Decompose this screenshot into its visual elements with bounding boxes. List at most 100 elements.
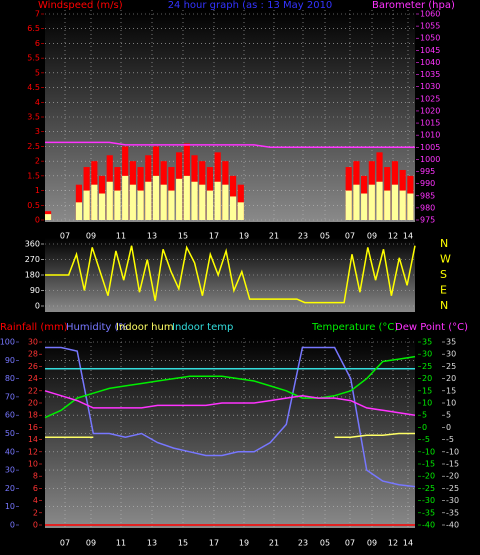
wind-bar (368, 184, 375, 220)
y-tick-label: -15 (446, 460, 459, 469)
series-line (44, 355, 416, 419)
y-tick-label: 270 (25, 255, 40, 264)
y-tick-label: 6.5 (27, 24, 40, 33)
y-tick-label: 1035 (420, 70, 440, 79)
wind-bar (230, 196, 237, 220)
wind-bar (129, 184, 136, 220)
x-tick-label: 13 (147, 539, 157, 548)
y-tick-label: 10 (28, 460, 38, 469)
y-tick-label: 8 (33, 472, 38, 481)
wind-bar (376, 181, 383, 220)
y-tick-label: 0 (422, 423, 427, 432)
legend-label: Dew Point (°C) (395, 322, 468, 333)
y-tick-label: 20 (422, 374, 432, 383)
y-tick-label: 360 (25, 240, 40, 249)
x-tick-label: 09 (86, 232, 96, 241)
y-tick-label: 10 (446, 399, 456, 408)
y-tick-label: 180 (25, 271, 40, 280)
legend-label: Indoor hum (116, 322, 174, 333)
y-tick-label: 980 (420, 203, 435, 212)
y-tick-label: 2 (35, 157, 40, 166)
y-tick-label: 1030 (420, 82, 440, 91)
y-tick-label: 30 (422, 350, 432, 359)
wind-bar (237, 202, 244, 220)
y-tick-label: 1060 (420, 10, 440, 19)
x-tick-label: 14 (403, 539, 413, 548)
compass-label: S (440, 268, 447, 281)
wind-bar (98, 193, 106, 220)
y-tick-label: 1040 (420, 58, 440, 67)
y-tick-label: 15 (422, 386, 432, 395)
wind-bar (114, 190, 121, 220)
compass-label: N (440, 299, 448, 312)
y-tick-label: 1.5 (27, 171, 40, 180)
y-tick-label: 0 (35, 302, 40, 311)
y-label: Windspeed (m/s) (38, 0, 123, 11)
y-tick-label: -20 (422, 472, 435, 481)
y-tick-label: 0 (33, 521, 38, 530)
y-tick-label: -30 (446, 496, 459, 505)
x-tick-label: 11 (116, 539, 126, 548)
y-tick-label: 40 (5, 447, 15, 456)
wind-bar (199, 184, 206, 220)
x-tick-label: 09 (86, 539, 96, 548)
wind-bar (407, 193, 414, 220)
wind-bar (399, 190, 406, 220)
y-tick-label: 35 (446, 338, 456, 347)
x-tick-label: 07 (345, 232, 355, 241)
wind-bar (384, 190, 391, 220)
series-line (44, 390, 416, 416)
y-tick-label: 28 (28, 350, 38, 359)
y-tick-label: 4 (33, 496, 38, 505)
y-tick-label: -40 (422, 521, 435, 530)
y-tick-label: 15 (446, 386, 456, 395)
x-tick-label: 07 (60, 539, 70, 548)
wind-bar (183, 175, 190, 220)
compass-label: N (440, 237, 448, 250)
wind-bar (353, 184, 360, 220)
y-tick-label: 5 (35, 68, 40, 77)
y-tick-label: 0 (446, 423, 451, 432)
y-tick-label: 60 (5, 411, 15, 420)
y-tick-label: 90 (5, 356, 15, 365)
y-tick-label: 1025 (420, 94, 440, 103)
y-tick-label: 20 (446, 374, 456, 383)
x-tick-label: 15 (178, 539, 188, 548)
x-tick-label: 19 (239, 539, 249, 548)
y-tick-label: 35 (422, 338, 432, 347)
legend-label: Indoor temp (172, 322, 233, 333)
y-tick-label: 16 (28, 423, 38, 432)
x-tick-label: 19 (239, 232, 249, 241)
x-tick-label: 14 (403, 232, 413, 241)
y-tick-label: 30 (446, 350, 456, 359)
y-tick-label: 1 (35, 186, 40, 195)
wind-bar (391, 184, 399, 220)
wind-bar (75, 202, 82, 220)
wind-bar (176, 178, 183, 220)
series-line (45, 245, 416, 304)
y-tick-label: 1045 (420, 46, 440, 55)
y-tick-label: 6 (35, 39, 40, 48)
y-tick-label: 20 (28, 399, 38, 408)
x-tick-label: 21 (269, 539, 279, 548)
y-tick-label: -20 (446, 472, 459, 481)
wind-bar (168, 190, 175, 220)
y-tick-label: 5.5 (27, 54, 40, 63)
compass-label: E (440, 284, 447, 297)
y-tick-label: 0 (35, 216, 40, 225)
y-tick-label: -35 (422, 508, 435, 517)
wind-bar (45, 214, 52, 220)
chart-title: 24 hour graph (as : 13 May 2010 (168, 0, 333, 11)
y-tick-label: 5 (446, 411, 451, 420)
wind-bar (345, 190, 352, 220)
x-tick-label: 05 (320, 539, 330, 548)
wind-bar (106, 181, 113, 220)
legend-label: Rainfall (mm) (0, 322, 68, 333)
y-tick-label: -40 (446, 521, 459, 530)
wind-bar (152, 175, 160, 220)
wind-bar (122, 175, 129, 220)
y-tick-label: 985 (420, 191, 435, 200)
x-tick-label: 07 (345, 539, 355, 548)
y-tick-label: 80 (5, 374, 15, 383)
